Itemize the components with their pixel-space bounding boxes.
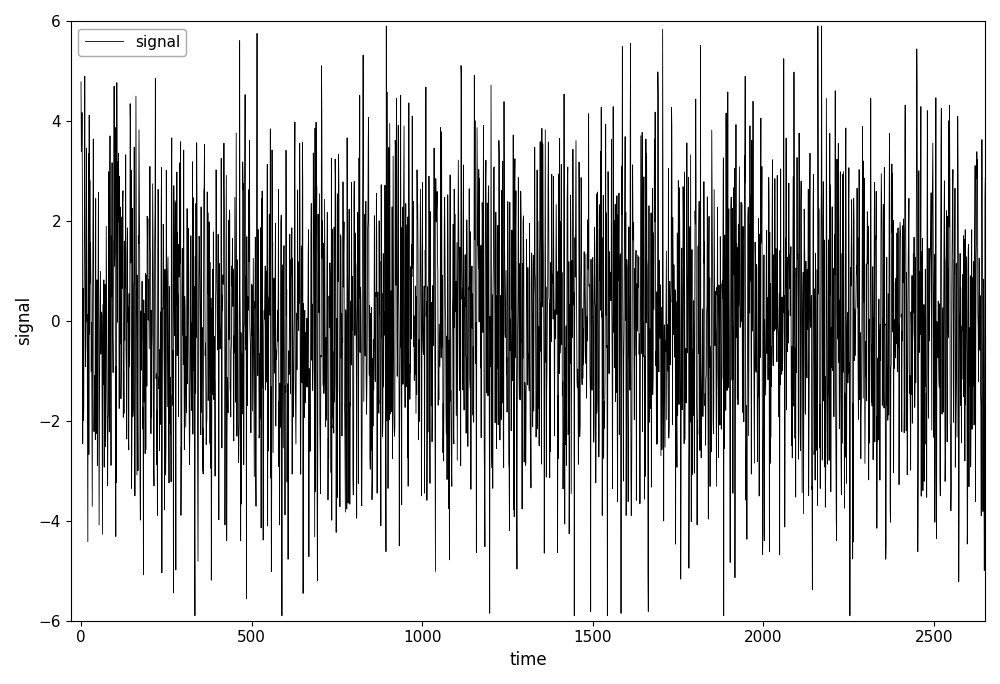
Y-axis label: signal: signal	[15, 296, 33, 345]
Line: signal: signal	[81, 26, 1000, 616]
signal	[96, 310, 108, 318]
signal	[696, 382, 708, 391]
signal	[411, 391, 423, 399]
signal	[559, 390, 571, 398]
signal	[75, 78, 87, 86]
X-axis label: time: time	[509, 651, 547, 669]
signal	[189, 611, 201, 620]
signal	[126, 386, 138, 395]
signal	[314, 490, 326, 498]
signal	[380, 22, 392, 30]
signal	[996, 285, 1000, 293]
Legend: signal: signal	[78, 29, 186, 56]
